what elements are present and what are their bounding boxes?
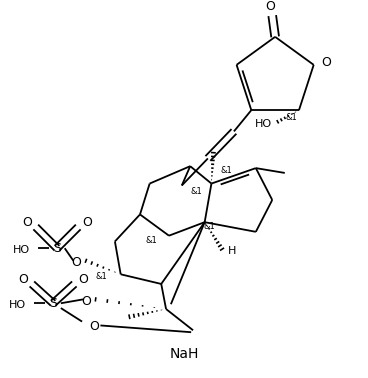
Text: HO: HO: [255, 119, 272, 129]
Text: O: O: [90, 320, 100, 333]
Text: O: O: [18, 273, 28, 286]
Text: HO: HO: [13, 245, 30, 255]
Text: O: O: [81, 295, 91, 308]
Text: NaH: NaH: [170, 347, 199, 361]
Text: S: S: [49, 297, 57, 310]
Text: H: H: [227, 246, 236, 256]
Text: &1: &1: [190, 187, 202, 196]
Text: O: O: [22, 216, 32, 229]
Text: HO: HO: [9, 300, 26, 310]
Text: O: O: [78, 273, 88, 286]
Text: &1: &1: [146, 236, 158, 245]
Text: &1: &1: [96, 272, 107, 281]
Text: &1: &1: [220, 166, 232, 175]
Text: O: O: [321, 56, 331, 70]
Text: &1: &1: [204, 223, 215, 231]
Text: S: S: [53, 242, 61, 255]
Text: O: O: [265, 0, 275, 13]
Text: O: O: [71, 256, 81, 269]
Text: O: O: [82, 216, 92, 229]
Text: &1: &1: [285, 113, 297, 122]
